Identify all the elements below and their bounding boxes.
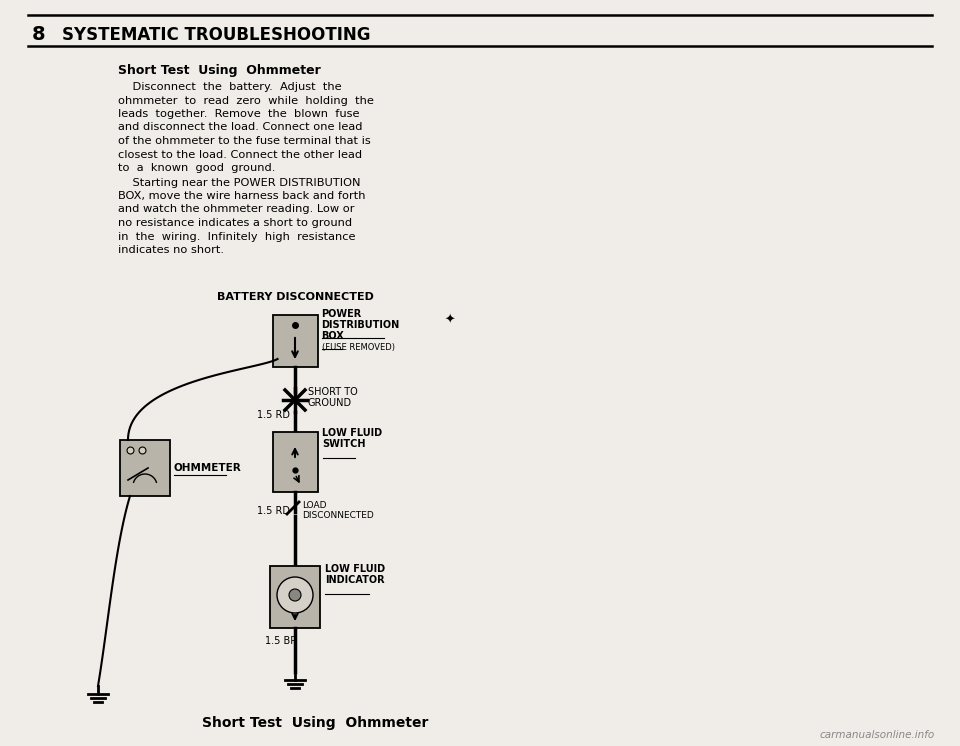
Text: DISTRIBUTION: DISTRIBUTION — [322, 320, 399, 330]
Text: carmanualsonline.info: carmanualsonline.info — [820, 730, 935, 740]
Text: and disconnect the load. Connect one lead: and disconnect the load. Connect one lea… — [118, 122, 363, 133]
Text: closest to the load. Connect the other lead: closest to the load. Connect the other l… — [118, 149, 362, 160]
Text: ✦: ✦ — [444, 313, 455, 327]
Text: DISCONNECTED: DISCONNECTED — [302, 511, 373, 520]
Text: SWITCH: SWITCH — [323, 439, 366, 449]
Bar — [273, 432, 318, 492]
Text: 1.5 RD: 1.5 RD — [257, 506, 290, 516]
Text: leads  together.  Remove  the  blown  fuse: leads together. Remove the blown fuse — [118, 109, 359, 119]
Text: GROUND: GROUND — [308, 398, 352, 408]
Text: SHORT TO: SHORT TO — [308, 387, 358, 397]
Text: Disconnect  the  battery.  Adjust  the: Disconnect the battery. Adjust the — [118, 82, 342, 92]
Text: of the ohmmeter to the fuse terminal that is: of the ohmmeter to the fuse terminal tha… — [118, 136, 371, 146]
Text: 1.5 RD: 1.5 RD — [257, 410, 290, 420]
Text: 1.5 BR: 1.5 BR — [265, 636, 298, 646]
Text: in  the  wiring.  Infinitely  high  resistance: in the wiring. Infinitely high resistanc… — [118, 231, 355, 242]
Text: Short Test  Using  Ohmmeter: Short Test Using Ohmmeter — [202, 716, 428, 730]
Text: (FUSE REMOVED): (FUSE REMOVED) — [322, 343, 395, 352]
Text: INDICATOR: INDICATOR — [325, 575, 385, 585]
Text: BATTERY DISCONNECTED: BATTERY DISCONNECTED — [217, 292, 373, 302]
Circle shape — [277, 577, 313, 613]
Text: OHMMETER: OHMMETER — [174, 463, 242, 473]
Text: and watch the ohmmeter reading. Low or: and watch the ohmmeter reading. Low or — [118, 204, 354, 215]
Text: BOX: BOX — [322, 331, 345, 341]
Bar — [120, 440, 170, 496]
Text: BOX, move the wire harness back and forth: BOX, move the wire harness back and fort… — [118, 191, 366, 201]
Text: Short Test  Using  Ohmmeter: Short Test Using Ohmmeter — [118, 64, 321, 77]
Text: LOW FLUID: LOW FLUID — [325, 564, 385, 574]
Text: Starting near the POWER DISTRIBUTION: Starting near the POWER DISTRIBUTION — [118, 178, 361, 187]
Bar — [270, 566, 320, 628]
Text: LOW FLUID: LOW FLUID — [323, 428, 383, 438]
Text: LOAD: LOAD — [302, 501, 326, 510]
Text: no resistance indicates a short to ground: no resistance indicates a short to groun… — [118, 218, 352, 228]
Text: SYSTEMATIC TROUBLESHOOTING: SYSTEMATIC TROUBLESHOOTING — [62, 26, 371, 44]
Text: indicates no short.: indicates no short. — [118, 245, 224, 255]
Text: 8: 8 — [32, 25, 46, 45]
Bar — [273, 315, 318, 367]
Text: to  a  known  good  ground.: to a known good ground. — [118, 163, 276, 173]
Text: POWER: POWER — [322, 309, 362, 319]
Circle shape — [289, 589, 301, 601]
Text: ohmmeter  to  read  zero  while  holding  the: ohmmeter to read zero while holding the — [118, 95, 373, 105]
